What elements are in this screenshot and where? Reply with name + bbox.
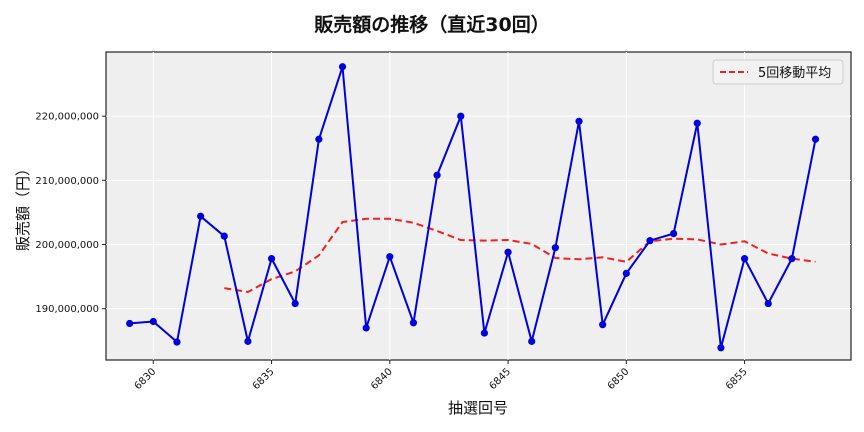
data-point-marker xyxy=(409,319,418,327)
data-point-marker xyxy=(291,299,299,308)
x-tick-label: 6845 xyxy=(487,366,513,392)
data-point-marker xyxy=(504,248,512,256)
y-tick-label: 190,000,000 xyxy=(35,304,99,315)
moving-average-line xyxy=(224,217,816,294)
legend: 5回移動平均 xyxy=(712,59,844,85)
data-point-marker xyxy=(646,237,654,245)
data-point-marker xyxy=(315,135,323,143)
data-point-marker xyxy=(717,344,725,352)
data-point-marker xyxy=(480,329,489,337)
grid-lines xyxy=(106,52,851,360)
x-tick-label: 6850 xyxy=(606,366,632,392)
legend-label: 5回移動平均 xyxy=(758,66,831,81)
x-axis-ticks: 6830 6835 6840 6845 6850 6855 xyxy=(133,360,750,392)
y-axis-label: 販売額（円） xyxy=(14,161,32,251)
data-point-marker xyxy=(670,229,678,238)
series-lines xyxy=(126,63,820,352)
x-tick-label: 6855 xyxy=(724,366,750,392)
data-point-marker xyxy=(811,135,820,143)
data-point-marker xyxy=(599,321,607,329)
plot-area xyxy=(105,51,852,361)
data-point-marker xyxy=(197,212,205,220)
data-point-marker xyxy=(220,232,228,240)
y-tick-label: 220,000,000 xyxy=(35,112,99,123)
y-tick-label: 210,000,000 xyxy=(35,176,99,187)
data-point-marker xyxy=(267,255,276,263)
data-point-marker xyxy=(149,317,157,326)
legend-box xyxy=(712,59,844,85)
data-point-marker xyxy=(622,269,630,277)
data-point-marker xyxy=(575,117,583,125)
y-axis-ticks: 190,000,000 200,000,000 210,000,000 220,000… xyxy=(35,112,106,315)
x-tick-label: 6840 xyxy=(369,366,395,392)
data-point-marker xyxy=(362,324,370,332)
y-tick-label: 200,000,000 xyxy=(35,240,99,251)
x-tick-label: 6835 xyxy=(251,366,277,392)
data-point-marker xyxy=(386,253,394,261)
data-point-marker xyxy=(693,119,701,127)
data-point-marker xyxy=(788,255,796,263)
data-point-marker xyxy=(173,338,181,346)
data-point-marker xyxy=(126,319,134,328)
data-point-marker xyxy=(338,63,347,71)
data-point-marker xyxy=(433,171,441,179)
data-point-marker xyxy=(244,337,252,345)
data-point-marker xyxy=(528,337,536,345)
data-point-marker xyxy=(740,255,749,263)
x-axis-label: 抽選回号 xyxy=(448,399,508,417)
chart-title: 販売額の推移（直近30回） xyxy=(314,13,549,36)
data-point-marker xyxy=(457,112,465,120)
sales-line xyxy=(129,66,817,349)
data-point-marker xyxy=(764,299,772,308)
data-point-marker xyxy=(551,244,559,252)
x-tick-label: 6830 xyxy=(133,366,159,392)
